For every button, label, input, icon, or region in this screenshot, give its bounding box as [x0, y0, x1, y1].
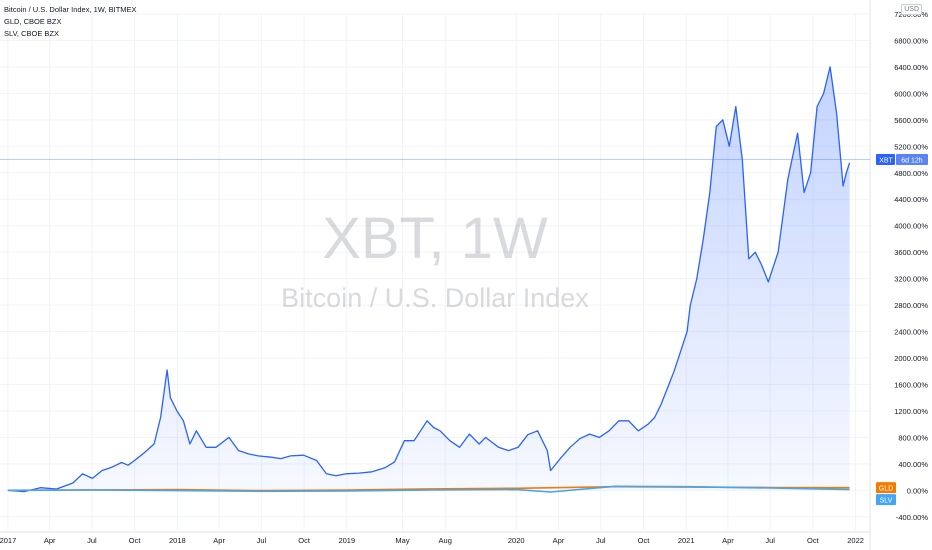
price-tag-box	[876, 494, 896, 506]
x-tick-label: Jul	[596, 536, 606, 545]
legend-xbt[interactable]: Bitcoin / U.S. Dollar Index, 1W, BITMEX	[4, 5, 137, 14]
y-tick-label: 3600.00%	[894, 248, 928, 257]
price-tag-countdown-box	[896, 154, 928, 166]
x-tick-label: Oct	[298, 536, 311, 545]
legend-slv[interactable]: SLV, CBOE BZX	[4, 29, 60, 38]
y-axis: -400.00% 0.00% 400.00% 800.00% 1200.00% 1600.…	[894, 10, 928, 522]
y-tick-label: 2000.00%	[894, 354, 928, 363]
x-tick-label: Apr	[213, 536, 225, 545]
x-axis: 2017 Apr Jul Oct 2018 Apr Jul Oct 2019 May Aug 2020…	[0, 536, 864, 545]
y-tick-label: 5600.00%	[894, 116, 928, 125]
price-tag-countdown: 6d 12h	[901, 158, 923, 165]
watermark-symbol: XBT, 1W	[322, 206, 548, 271]
y-tick-label: 4000.00%	[894, 222, 928, 231]
y-tick-label: 4800.00%	[894, 169, 928, 178]
y-tick-label: 400.00%	[898, 460, 928, 469]
x-tick-label: May	[395, 536, 409, 545]
x-tick-label: 2020	[508, 536, 525, 545]
y-tick-label: 5200.00%	[894, 142, 928, 151]
x-tick-label: Jul	[765, 536, 775, 545]
price-tag-text: XBT	[879, 158, 893, 165]
x-tick-label: 2019	[338, 536, 355, 545]
x-tick-label: Jul	[87, 536, 97, 545]
x-tick-label: 2022	[847, 536, 864, 545]
currency-label[interactable]: USD	[901, 4, 922, 15]
x-tick-label: Apr	[722, 536, 734, 545]
watermark-description: Bitcoin / U.S. Dollar Index	[281, 283, 589, 313]
series-line-xbt	[7, 66, 851, 493]
y-tick-label: 1200.00%	[894, 407, 928, 416]
x-tick-label: Apr	[44, 536, 56, 545]
y-tick-label: 2400.00%	[894, 328, 928, 337]
y-tick-label: 6800.00%	[894, 36, 928, 45]
price-tag-text: GLD	[879, 486, 893, 493]
series-line-slv	[7, 485, 850, 493]
y-tick-label: 6400.00%	[894, 63, 928, 72]
y-tick-label: 2800.00%	[894, 301, 928, 310]
series-lines	[7, 66, 851, 493]
y-tick-label: 1600.00%	[894, 380, 928, 389]
x-tick-label: Oct	[807, 536, 820, 545]
y-tick-label: 800.00%	[898, 433, 928, 442]
x-tick-label: 2018	[169, 536, 186, 545]
y-tick-label: 4400.00%	[894, 195, 928, 204]
x-tick-label: 2021	[678, 536, 695, 545]
price-tags: XBT 6d 12h GLD SLV	[876, 154, 928, 506]
price-tag-xbt: XBT 6d 12h	[876, 154, 928, 166]
y-tick-label: -400.00%	[896, 513, 928, 522]
chart-legend: Bitcoin / U.S. Dollar Index, 1W, BITMEX …	[4, 4, 137, 40]
legend-gld[interactable]: GLD, CBOE BZX	[4, 17, 62, 26]
price-tag-box	[876, 154, 895, 166]
y-tick-label: 0.00%	[907, 486, 929, 495]
price-tag-text: SLV	[880, 498, 893, 505]
y-tick-label: 6000.00%	[894, 89, 928, 98]
x-tick-label: Oct	[638, 536, 651, 545]
price-tag-box	[876, 482, 896, 494]
y-tick-label: 3200.00%	[894, 275, 928, 284]
price-tag-gld: GLD	[876, 482, 896, 494]
x-tick-label: Oct	[129, 536, 142, 545]
series-areas	[7, 66, 850, 492]
x-tick-label: Jul	[257, 536, 267, 545]
price-tag-slv: SLV	[876, 494, 896, 506]
x-tick-label: Aug	[439, 536, 452, 545]
x-tick-label: 2017	[0, 536, 16, 545]
series-area-xbt	[7, 66, 850, 492]
x-tick-label: Apr	[553, 536, 565, 545]
